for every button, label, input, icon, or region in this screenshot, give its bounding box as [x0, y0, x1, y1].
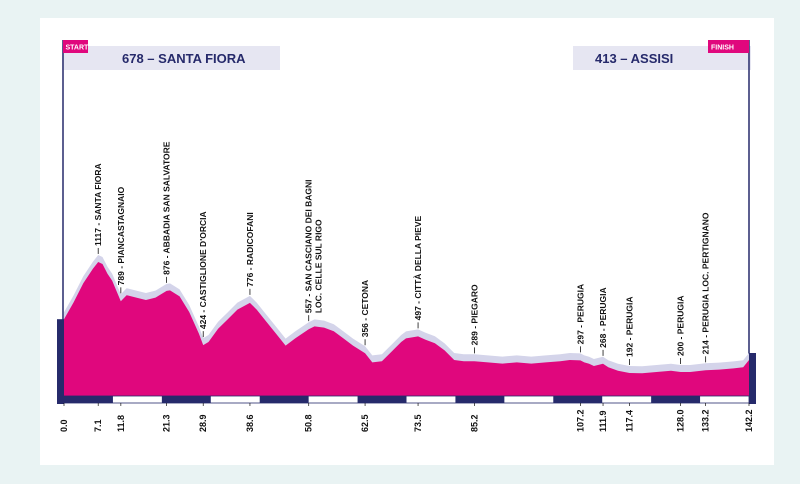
km-tick-label: 7.1 — [93, 419, 103, 432]
km-tick-label: 50.8 — [304, 414, 314, 432]
waypoint-label: 297 - PERUGIA — [575, 284, 585, 344]
waypoint-label: 214 - PERUGIA LOC. PERTIGNANO — [701, 212, 711, 354]
waypoint-label: 268 - PERUGIA — [598, 287, 608, 347]
distance-bar-segment — [64, 396, 113, 403]
km-tick-label: 111.9 — [598, 410, 608, 432]
distance-bar-segment — [161, 396, 211, 403]
waypoint-label: 776 - RADICOFANI — [245, 212, 255, 287]
km-tick-label: 128.0 — [676, 409, 686, 432]
km-tick-label: 142.2 — [744, 409, 754, 432]
waypoint-label: 789 - PIANCASTAGNAIO — [116, 186, 126, 285]
finish-block — [749, 353, 756, 404]
km-tick-label: 133.2 — [701, 409, 711, 432]
finish-flag-text: FINISH — [711, 45, 734, 52]
waypoint-label: 876 - ABBADIA SAN SALVATORE — [162, 141, 172, 275]
km-tick-label: 21.3 — [162, 414, 172, 432]
km-tick-label: 28.9 — [198, 414, 208, 432]
km-tick-label: 0.0 — [59, 419, 69, 432]
km-tick-label: 73.5 — [413, 414, 423, 432]
start-banner — [62, 46, 280, 70]
start-block — [57, 319, 64, 404]
distance-bar-segment — [259, 396, 309, 403]
km-tick-label: 107.2 — [575, 409, 585, 432]
km-tick-label: 85.2 — [469, 414, 479, 432]
distance-bar-segment — [357, 396, 407, 403]
waypoint-label: 424 - CASTIGLIONE D'ORCIA — [198, 211, 208, 329]
finish-banner-text: 413 – ASSISI — [595, 51, 673, 66]
waypoint-label: 192 - PERUGIA — [625, 296, 635, 356]
km-tick-label: 11.8 — [116, 415, 126, 432]
elevation-profile-chart: 678 – SANTA FIORA 413 – ASSISI START FIN… — [57, 40, 756, 432]
waypoint-label: 1117 - SANTA FIORA — [93, 163, 103, 246]
waypoint-label: 557 - SAN CASCIANO DEI BAGNI — [304, 179, 314, 313]
waypoint-label: 497 - CITTÀ DELLA PIEVE — [413, 215, 423, 320]
waypoint-label: 289 - PIEGARO — [469, 284, 479, 345]
chart-card: 678 – SANTA FIORA 413 – ASSISI START FIN… — [40, 18, 774, 465]
distance-bar-segment — [455, 396, 505, 403]
distance-bar-segment — [553, 396, 603, 403]
waypoint-label: 356 - CETONA — [360, 280, 370, 337]
start-banner-text: 678 – SANTA FIORA — [122, 51, 246, 66]
waypoint-label: 200 - PERUGIA — [676, 296, 686, 356]
km-tick-label: 38.6 — [245, 414, 255, 432]
distance-bar-segment — [651, 396, 701, 403]
km-tick-label: 62.5 — [360, 414, 370, 432]
start-flag — [63, 40, 88, 53]
start-flag-text: START — [66, 45, 90, 52]
km-tick-label: 117.4 — [625, 410, 635, 432]
finish-flag — [708, 40, 749, 53]
waypoint-label-line2: LOC. CELLE SUL RIGO — [314, 219, 324, 313]
profile-area — [64, 262, 749, 396]
